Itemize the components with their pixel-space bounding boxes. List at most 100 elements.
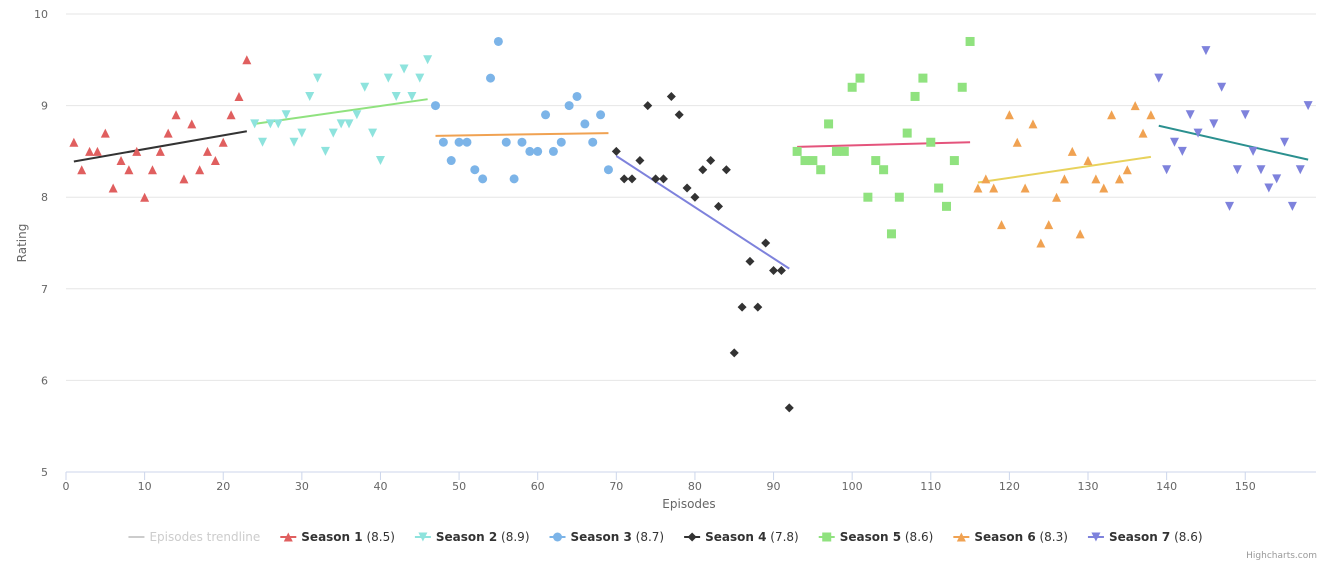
data-point[interactable]: [698, 165, 708, 175]
data-point[interactable]: [517, 137, 527, 147]
data-point[interactable]: [69, 137, 79, 147]
data-point[interactable]: [1169, 137, 1179, 147]
data-point[interactable]: [297, 128, 307, 138]
data-point[interactable]: [1162, 165, 1172, 175]
data-point[interactable]: [328, 128, 338, 138]
data-point[interactable]: [706, 156, 716, 166]
data-point[interactable]: [784, 403, 794, 413]
data-point[interactable]: [446, 156, 456, 166]
data-point[interactable]: [1295, 165, 1305, 175]
data-point[interactable]: [1075, 229, 1085, 239]
data-point[interactable]: [1240, 110, 1250, 120]
legend-item-season-4[interactable]: Season 4 (7.8): [684, 530, 799, 544]
data-point[interactable]: [258, 137, 268, 147]
data-point[interactable]: [305, 91, 315, 101]
data-point[interactable]: [415, 73, 425, 83]
data-point[interactable]: [242, 55, 252, 65]
data-point[interactable]: [745, 256, 755, 266]
data-point[interactable]: [163, 128, 173, 138]
data-point[interactable]: [918, 73, 928, 83]
data-point[interactable]: [289, 137, 299, 147]
data-point[interactable]: [281, 110, 291, 120]
data-point[interactable]: [273, 119, 283, 129]
data-point[interactable]: [855, 73, 865, 83]
data-point[interactable]: [721, 165, 731, 175]
data-point[interactable]: [981, 174, 991, 184]
data-point[interactable]: [863, 192, 873, 202]
data-point[interactable]: [218, 137, 228, 147]
data-point[interactable]: [1225, 201, 1235, 211]
data-point[interactable]: [1059, 174, 1069, 184]
data-point[interactable]: [124, 165, 134, 175]
legend-item-season-5[interactable]: Season 5 (8.6): [818, 530, 934, 544]
data-point[interactable]: [643, 101, 653, 111]
data-point[interactable]: [910, 91, 920, 101]
data-point[interactable]: [949, 156, 959, 166]
data-point[interactable]: [375, 156, 385, 166]
data-point[interactable]: [1107, 110, 1117, 120]
data-point[interactable]: [776, 265, 786, 275]
data-point[interactable]: [454, 137, 464, 147]
data-point[interactable]: [525, 146, 535, 156]
data-point[interactable]: [548, 146, 558, 156]
data-point[interactable]: [769, 265, 779, 275]
data-point[interactable]: [1177, 146, 1187, 156]
data-point[interactable]: [1256, 165, 1266, 175]
data-point[interactable]: [871, 156, 881, 166]
data-point[interactable]: [509, 174, 519, 184]
data-point[interactable]: [1122, 165, 1132, 175]
data-point[interactable]: [997, 220, 1007, 230]
data-point[interactable]: [1193, 128, 1203, 138]
legend-item-trendline[interactable]: Episodes trendline: [128, 530, 260, 544]
data-point[interactable]: [926, 137, 936, 147]
data-point[interactable]: [423, 55, 433, 65]
data-point[interactable]: [108, 183, 118, 193]
data-point[interactable]: [179, 174, 189, 184]
data-point[interactable]: [879, 165, 889, 175]
data-point[interactable]: [989, 183, 999, 193]
data-point[interactable]: [155, 146, 165, 156]
data-point[interactable]: [352, 110, 362, 120]
data-point[interactable]: [651, 174, 661, 184]
data-point[interactable]: [1232, 165, 1242, 175]
data-point[interactable]: [391, 91, 401, 101]
data-point[interactable]: [116, 156, 126, 166]
data-point[interactable]: [1280, 137, 1290, 147]
data-point[interactable]: [1272, 174, 1282, 184]
data-point[interactable]: [596, 110, 606, 120]
data-point[interactable]: [894, 192, 904, 202]
data-point[interactable]: [934, 183, 944, 193]
data-point[interactable]: [886, 229, 896, 239]
data-point[interactable]: [360, 82, 370, 92]
data-point[interactable]: [1130, 101, 1140, 111]
data-point[interactable]: [611, 146, 621, 156]
data-point[interactable]: [580, 119, 590, 129]
data-point[interactable]: [1201, 46, 1211, 56]
data-point[interactable]: [486, 73, 496, 83]
data-point[interactable]: [666, 91, 676, 101]
data-point[interactable]: [210, 156, 220, 166]
data-point[interactable]: [399, 64, 409, 74]
data-point[interactable]: [690, 192, 700, 202]
data-point[interactable]: [493, 36, 503, 46]
data-point[interactable]: [674, 110, 684, 120]
data-point[interactable]: [140, 192, 150, 202]
data-point[interactable]: [1287, 201, 1297, 211]
data-point[interactable]: [383, 73, 393, 83]
data-point[interactable]: [501, 137, 511, 147]
data-point[interactable]: [839, 146, 849, 156]
data-point[interactable]: [171, 110, 181, 120]
data-point[interactable]: [965, 36, 975, 46]
data-point[interactable]: [344, 119, 354, 129]
data-point[interactable]: [187, 119, 197, 129]
data-point[interactable]: [1083, 156, 1093, 166]
data-point[interactable]: [635, 156, 645, 166]
data-point[interactable]: [407, 91, 417, 101]
data-point[interactable]: [1114, 174, 1124, 184]
data-point[interactable]: [336, 119, 346, 129]
data-point[interactable]: [368, 128, 378, 138]
data-point[interactable]: [1012, 137, 1022, 147]
data-point[interactable]: [1052, 192, 1062, 202]
data-point[interactable]: [729, 348, 739, 358]
data-point[interactable]: [234, 91, 244, 101]
